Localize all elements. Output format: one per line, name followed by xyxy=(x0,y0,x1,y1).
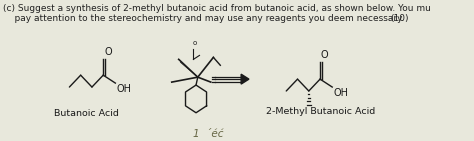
Text: O: O xyxy=(321,50,328,60)
Text: (c) Suggest a synthesis of 2-methyl butanoic acid from butanoic acid, as shown b: (c) Suggest a synthesis of 2-methyl buta… xyxy=(2,4,430,13)
Polygon shape xyxy=(241,74,249,84)
Text: OH: OH xyxy=(333,88,348,98)
Text: (10): (10) xyxy=(390,14,409,23)
Text: 1  ´éć: 1 ´éć xyxy=(193,129,223,139)
Text: O: O xyxy=(104,47,112,57)
Text: pay attention to the stereochemistry and may use any reagents you deem necessary: pay attention to the stereochemistry and… xyxy=(2,14,404,23)
Text: OH: OH xyxy=(116,84,131,94)
Text: o: o xyxy=(192,40,197,47)
Text: Butanoic Acid: Butanoic Acid xyxy=(55,109,119,118)
Text: 2-Methyl Butanoic Acid: 2-Methyl Butanoic Acid xyxy=(266,107,375,116)
